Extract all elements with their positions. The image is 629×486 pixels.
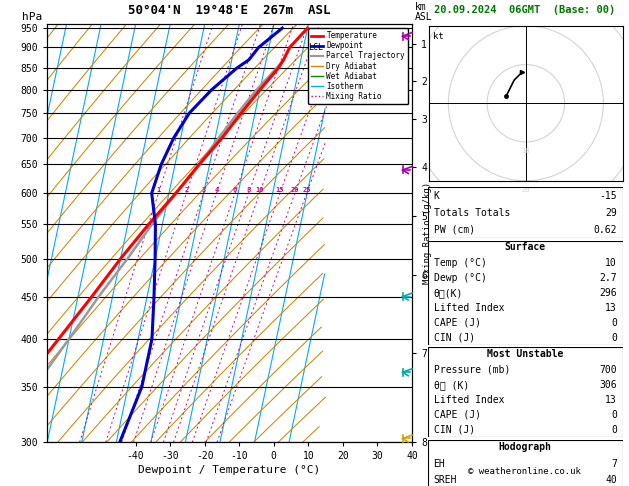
Text: 25: 25 bbox=[303, 187, 311, 193]
Text: 7: 7 bbox=[611, 459, 617, 469]
Text: 0: 0 bbox=[611, 332, 617, 343]
Text: 15: 15 bbox=[276, 187, 284, 193]
Text: 4: 4 bbox=[214, 187, 218, 193]
Text: 10: 10 bbox=[605, 258, 617, 268]
Text: 0.62: 0.62 bbox=[593, 225, 617, 235]
Text: 0: 0 bbox=[611, 410, 617, 420]
Text: CAPE (J): CAPE (J) bbox=[433, 318, 481, 328]
Text: 20.09.2024  06GMT  (Base: 00): 20.09.2024 06GMT (Base: 00) bbox=[433, 5, 615, 15]
Text: SREH: SREH bbox=[433, 475, 457, 485]
Text: kt: kt bbox=[433, 32, 443, 41]
Text: 40: 40 bbox=[605, 475, 617, 485]
Text: 3: 3 bbox=[201, 187, 206, 193]
Text: Mixing Ratio (g/kg): Mixing Ratio (g/kg) bbox=[423, 182, 432, 284]
Text: Surface: Surface bbox=[504, 243, 546, 252]
Text: -15: -15 bbox=[599, 191, 617, 201]
Text: CIN (J): CIN (J) bbox=[433, 425, 475, 435]
Text: Lifted Index: Lifted Index bbox=[433, 303, 504, 313]
Text: 8: 8 bbox=[247, 187, 251, 193]
Text: 29: 29 bbox=[605, 208, 617, 218]
Text: 20: 20 bbox=[521, 187, 530, 192]
Text: LCL: LCL bbox=[308, 43, 323, 52]
Text: Totals Totals: Totals Totals bbox=[433, 208, 510, 218]
Text: CIN (J): CIN (J) bbox=[433, 332, 475, 343]
Text: 296: 296 bbox=[599, 288, 617, 298]
Text: Pressure (mb): Pressure (mb) bbox=[433, 365, 510, 375]
Text: 13: 13 bbox=[605, 395, 617, 405]
Text: 0: 0 bbox=[611, 425, 617, 435]
Text: PW (cm): PW (cm) bbox=[433, 225, 475, 235]
Text: 1: 1 bbox=[156, 187, 160, 193]
Legend: Temperature, Dewpoint, Parcel Trajectory, Dry Adiabat, Wet Adiabat, Isotherm, Mi: Temperature, Dewpoint, Parcel Trajectory… bbox=[308, 28, 408, 104]
Text: EH: EH bbox=[433, 459, 445, 469]
Text: 10: 10 bbox=[521, 148, 530, 154]
Text: © weatheronline.co.uk: © weatheronline.co.uk bbox=[468, 467, 581, 476]
Text: 700: 700 bbox=[599, 365, 617, 375]
Text: 50°04'N  19°48'E  267m  ASL: 50°04'N 19°48'E 267m ASL bbox=[128, 4, 331, 17]
Text: 306: 306 bbox=[599, 380, 617, 390]
Text: 2.7: 2.7 bbox=[599, 273, 617, 283]
Text: 10: 10 bbox=[255, 187, 264, 193]
Text: 20: 20 bbox=[291, 187, 299, 193]
Text: 6: 6 bbox=[233, 187, 237, 193]
Text: Most Unstable: Most Unstable bbox=[487, 349, 564, 359]
Text: Hodograph: Hodograph bbox=[499, 442, 552, 452]
Text: hPa: hPa bbox=[22, 12, 42, 22]
Text: K: K bbox=[433, 191, 440, 201]
Text: Lifted Index: Lifted Index bbox=[433, 395, 504, 405]
Text: 0: 0 bbox=[611, 318, 617, 328]
X-axis label: Dewpoint / Temperature (°C): Dewpoint / Temperature (°C) bbox=[138, 466, 321, 475]
Text: θᴄ (K): θᴄ (K) bbox=[433, 380, 469, 390]
Text: km
ASL: km ASL bbox=[415, 2, 433, 22]
Text: Temp (°C): Temp (°C) bbox=[433, 258, 486, 268]
Text: 2: 2 bbox=[184, 187, 189, 193]
Text: 13: 13 bbox=[605, 303, 617, 313]
Text: θᴄ(K): θᴄ(K) bbox=[433, 288, 463, 298]
Text: CAPE (J): CAPE (J) bbox=[433, 410, 481, 420]
Text: Dewp (°C): Dewp (°C) bbox=[433, 273, 486, 283]
